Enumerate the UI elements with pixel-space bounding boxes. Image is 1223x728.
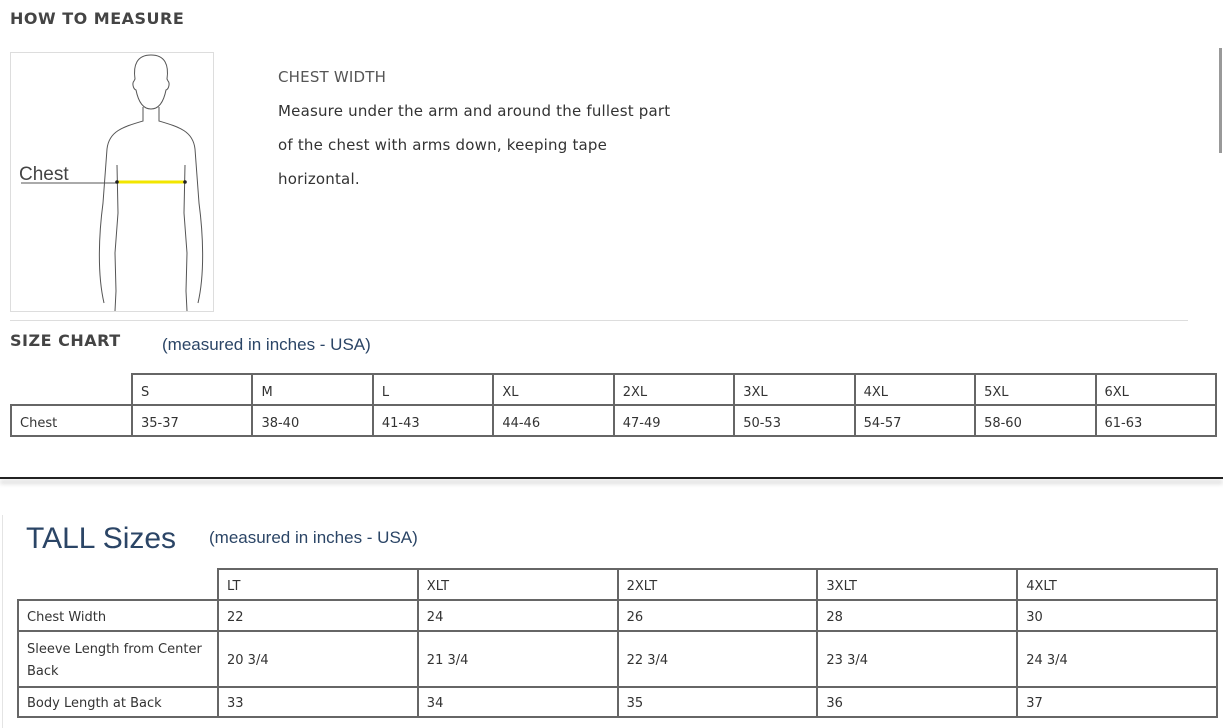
table-cell: 36 (816, 686, 1019, 718)
table-cell: 35 (616, 686, 819, 718)
table-cell: 34 (416, 686, 619, 718)
size-header: XL (492, 373, 615, 406)
tall-sizes-title: TALL Sizes (26, 522, 177, 555)
measure-description: CHEST WIDTH Measure under the arm and ar… (278, 60, 698, 196)
table-cell: 24 3/4 (1016, 630, 1218, 688)
how-to-measure-title: HOW TO MEASURE (10, 9, 185, 28)
size-header: 4XLT (1016, 568, 1218, 601)
table-cell: 41-43 (371, 404, 495, 437)
table-cell: 23 3/4 (816, 630, 1019, 688)
size-header: 2XLT (616, 568, 819, 601)
table-row: Sleeve Length from Center Back 20 3/4 21… (17, 630, 1218, 688)
table-cell: 50-53 (733, 404, 856, 437)
table-row: Chest 35-37 38-40 41-43 44-46 47-49 50-5… (10, 404, 1217, 437)
section-divider (0, 477, 1223, 479)
scrollbar[interactable] (1219, 48, 1222, 153)
table-cell: 21 3/4 (416, 630, 619, 688)
table-cell: 38-40 (251, 404, 374, 437)
tall-size-table: LT XLT 2XLT 3XLT 4XLT Chest Width 22 24 … (17, 568, 1218, 718)
table-cell: 37 (1016, 686, 1218, 718)
row-label: Chest Width (17, 599, 219, 632)
size-header: 3XLT (816, 568, 1019, 601)
measure-line: horizontal. (278, 170, 360, 188)
measure-heading: CHEST WIDTH (278, 68, 387, 86)
measure-figure: Chest (10, 52, 214, 312)
table-header-row: LT XLT 2XLT 3XLT 4XLT (18, 568, 1218, 601)
section-divider (10, 320, 1188, 321)
table-cell: 20 3/4 (217, 630, 419, 688)
table-cell: 61-63 (1094, 404, 1217, 437)
size-header: S (130, 373, 254, 406)
size-header: 5XL (974, 373, 1097, 406)
size-header: 2XL (612, 373, 736, 406)
tall-sizes-unit: (measured in inches - USA) (209, 528, 418, 547)
table-cell: 54-57 (853, 404, 977, 437)
size-header: XLT (416, 568, 619, 601)
row-label: Chest (10, 404, 133, 437)
table-cell: 24 (416, 599, 619, 632)
table-row: Chest Width 22 24 26 28 30 (17, 599, 1218, 632)
table-cell: 30 (1016, 599, 1218, 632)
table-cell: 58-60 (974, 404, 1097, 437)
size-header: LT (217, 568, 419, 601)
chest-label: Chest (19, 164, 69, 185)
body-outline-icon: Chest (19, 54, 204, 312)
table-cell: 33 (217, 686, 419, 718)
table-row: Body Length at Back 33 34 35 36 37 (17, 686, 1218, 718)
table-cell: 44-46 (492, 404, 615, 437)
size-header: 6XL (1094, 373, 1217, 406)
size-header: L (371, 373, 495, 406)
measure-line: Measure under the arm and around the ful… (278, 102, 671, 120)
size-chart-title: SIZE CHART (10, 331, 121, 350)
table-cell: 22 (217, 599, 419, 632)
size-chart-unit: (measured in inches - USA) (162, 335, 371, 354)
table-cell: 47-49 (612, 404, 736, 437)
table-cell: 35-37 (130, 404, 254, 437)
table-header-row: S M L XL 2XL 3XL 4XL 5XL 6XL (11, 373, 1217, 406)
table-cell: 22 3/4 (616, 630, 819, 688)
panel-border (2, 515, 3, 728)
row-label: Sleeve Length from Center Back (17, 630, 219, 688)
size-header: M (251, 373, 374, 406)
size-header: 4XL (853, 373, 977, 406)
size-chart-table: S M L XL 2XL 3XL 4XL 5XL 6XL Chest 35-37… (10, 373, 1217, 437)
row-label: Body Length at Back (17, 686, 219, 718)
measure-line: of the chest with arms down, keeping tap… (278, 136, 608, 154)
size-header: 3XL (733, 373, 856, 406)
table-cell: 28 (816, 599, 1019, 632)
table-cell: 26 (616, 599, 819, 632)
